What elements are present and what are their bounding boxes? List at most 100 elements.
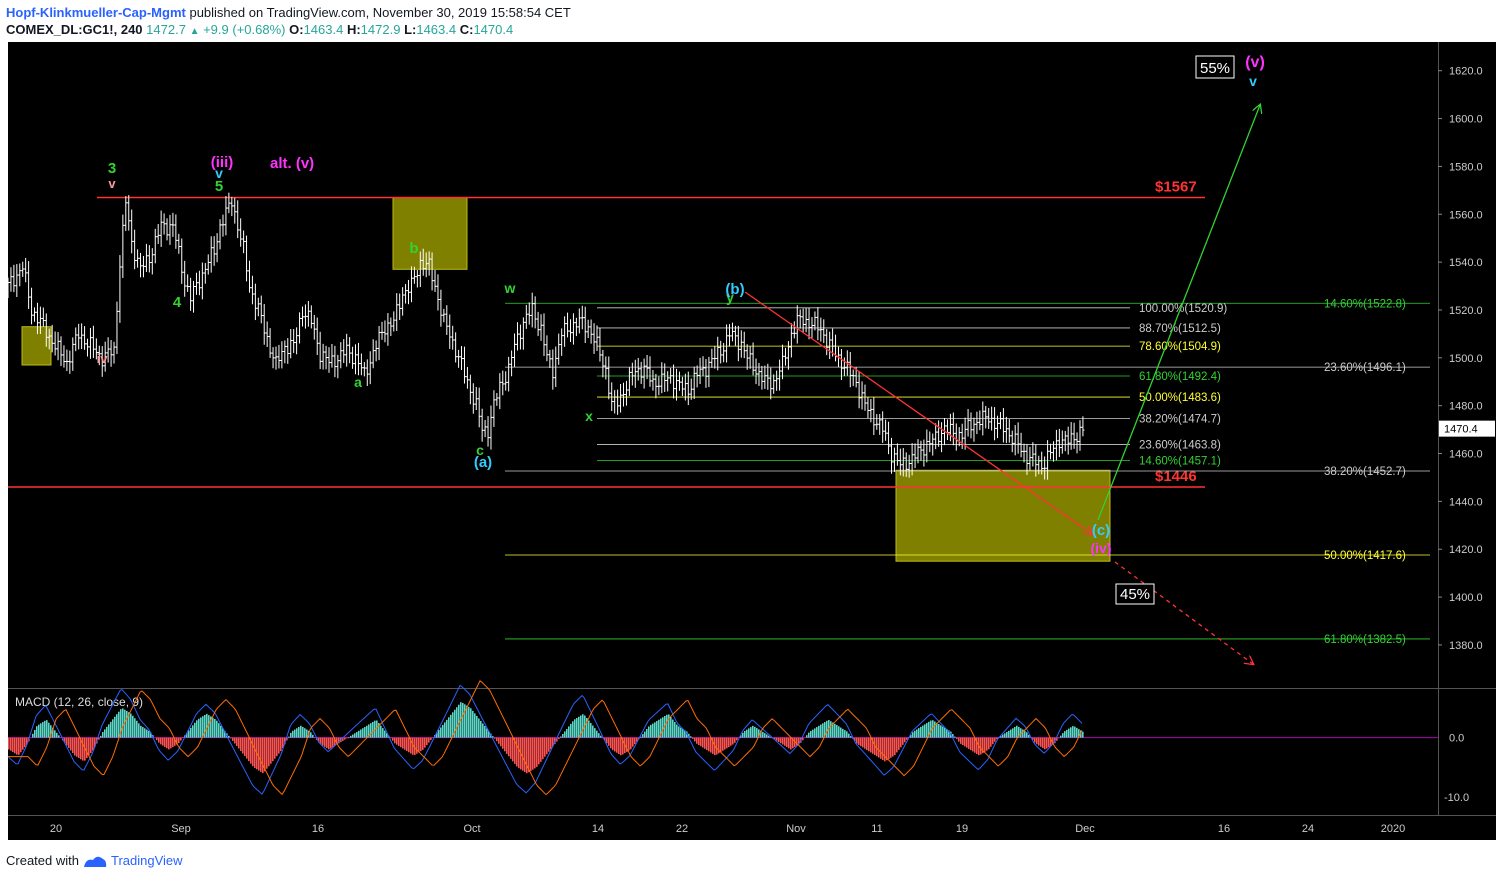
ohlc-bar xyxy=(680,376,684,397)
wave-label[interactable]: w xyxy=(504,280,516,296)
ohlc-bar xyxy=(604,356,608,380)
macd-histogram-bar xyxy=(138,723,140,738)
ohlc-bar xyxy=(863,384,867,411)
ohlc-bar xyxy=(510,350,514,377)
macd-histogram-bar xyxy=(518,737,520,769)
macd-histogram-bar xyxy=(864,737,866,749)
macd-histogram-bar xyxy=(626,737,628,752)
ohlc-bar xyxy=(1057,428,1061,458)
ohlc-bar xyxy=(1001,408,1005,443)
wave-label[interactable]: (iii) xyxy=(211,154,234,171)
ohlc-bar xyxy=(365,359,369,386)
ohlc-bar xyxy=(65,349,69,372)
wave-label[interactable]: v xyxy=(215,165,223,181)
ohlc-bar xyxy=(262,304,266,345)
ohlc-bar xyxy=(277,344,281,369)
macd-histogram-bar xyxy=(298,727,300,738)
macd-histogram-bar xyxy=(426,737,428,746)
wave-label[interactable]: y xyxy=(726,289,734,305)
macd-histogram-bar xyxy=(66,737,68,746)
macd-histogram-bar xyxy=(572,721,574,738)
macd-histogram-bar xyxy=(80,737,82,760)
ohlc-bar xyxy=(513,333,517,367)
macd-histogram-bar xyxy=(132,715,134,738)
macd-histogram-bar xyxy=(744,730,746,738)
macd-histogram-bar xyxy=(808,732,810,738)
price-change: +9.9 (+0.68%) xyxy=(203,22,286,37)
time-axis: 20 Sep 16 Oct 14 22 Nov 11 19 Dec 16 24 2020 xyxy=(50,823,1405,835)
ohlc-bar xyxy=(789,323,793,358)
macd-histogram-bar xyxy=(360,729,362,738)
ohlc-bar xyxy=(990,406,994,431)
wave-label[interactable]: c xyxy=(476,442,484,458)
ohlc-bar xyxy=(934,423,938,450)
macd-histogram-bar xyxy=(120,709,122,738)
wave-label[interactable]: x xyxy=(585,408,593,424)
ohlc-bar xyxy=(324,345,328,370)
ohlc-bar xyxy=(127,195,131,231)
price-tick-label: 1540.0 xyxy=(1449,257,1483,269)
macd-histogram-bar xyxy=(1064,731,1066,738)
tradingview-link[interactable]: TradingView xyxy=(110,853,183,868)
macd-histogram-bar xyxy=(766,734,768,738)
macd-histogram-bar xyxy=(502,737,504,749)
ohlc-bar xyxy=(610,382,614,412)
wave-label[interactable]: v xyxy=(108,176,116,191)
ohlc-bar xyxy=(1013,425,1017,456)
macd-histogram-bar xyxy=(888,737,890,760)
macd-histogram-bar xyxy=(844,730,846,738)
macd-histogram-bar xyxy=(336,737,338,745)
macd-histogram-bar xyxy=(338,737,340,744)
ohlc-bar xyxy=(913,443,917,469)
macd-histogram-bar xyxy=(716,737,718,755)
macd-histogram-bar xyxy=(1038,737,1040,746)
wave-label[interactable]: (c) xyxy=(1092,522,1110,539)
symbol[interactable]: COMEX_DL:GC1!, 240 xyxy=(6,22,143,37)
ohlc-bar xyxy=(857,370,861,409)
ohlc-bar xyxy=(183,260,187,297)
macd-histogram-bar xyxy=(160,737,162,745)
wave-label[interactable]: 4 xyxy=(173,294,182,311)
wave-label[interactable]: (a) xyxy=(474,454,492,471)
price-tick-label: 1500.0 xyxy=(1449,353,1483,365)
macd-histogram-bar xyxy=(712,737,714,754)
macd-histogram-bar xyxy=(906,737,908,740)
macd-histogram-bar xyxy=(356,732,358,738)
wave-label[interactable]: 5 xyxy=(215,178,223,195)
macd-histogram-bar xyxy=(24,737,26,748)
macd-histogram-bar xyxy=(826,720,828,738)
rally-projection-arrow[interactable] xyxy=(1097,105,1260,521)
macd-histogram-bar xyxy=(244,737,246,757)
ohlc-bar xyxy=(177,233,181,254)
price-tick-label: 1440.0 xyxy=(1449,496,1483,508)
macd-histogram-bar xyxy=(128,712,130,738)
ohlc-bar xyxy=(30,287,34,325)
wave-label[interactable]: b xyxy=(409,240,418,257)
macd-histogram-bar xyxy=(882,737,884,761)
macd-histogram-bar xyxy=(430,737,432,741)
ohlc-bar xyxy=(265,321,269,347)
wave-label[interactable]: 3 xyxy=(108,160,116,177)
wave-label[interactable]: (v) xyxy=(1245,54,1265,71)
wave-label[interactable]: alt. (v) xyxy=(270,155,314,172)
macd-histogram-bar xyxy=(622,737,624,755)
macd-histogram-bar xyxy=(1060,735,1062,738)
ohlc-bar xyxy=(521,317,525,350)
author-name[interactable]: Hopf-Klinkmueller-Cap-Mgmt xyxy=(6,5,186,20)
macd-histogram-bar xyxy=(40,723,42,738)
wave-label[interactable]: (iv) xyxy=(1091,540,1112,556)
macd-histogram-bar xyxy=(926,723,928,738)
wave-label[interactable]: iv xyxy=(97,351,109,366)
ohlc-bar xyxy=(1072,422,1076,449)
wave-label[interactable]: a xyxy=(354,374,362,390)
wave-label[interactable]: (b) xyxy=(725,281,744,298)
decline-projection-arrow[interactable] xyxy=(744,291,1092,534)
ohlc-bar xyxy=(978,410,982,431)
ohlc-bar xyxy=(133,229,137,270)
macd-histogram-bar xyxy=(1000,735,1002,738)
ohlc-bar xyxy=(931,433,935,456)
time-tick-label: Sep xyxy=(171,823,191,835)
macd-histogram-bar xyxy=(918,728,920,738)
wave-label[interactable]: v xyxy=(1249,73,1257,89)
